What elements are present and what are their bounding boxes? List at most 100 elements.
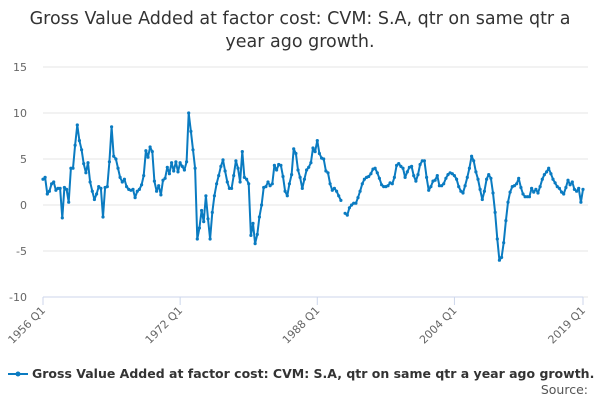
data-point [326, 171, 330, 175]
data-point [230, 186, 234, 190]
data-point [193, 166, 197, 170]
data-point [170, 161, 174, 165]
data-point [270, 182, 274, 186]
data-point [110, 125, 114, 129]
data-point [508, 190, 512, 194]
data-point [414, 179, 418, 183]
data-point [47, 189, 52, 193]
data-point [474, 170, 478, 174]
data-point [425, 175, 429, 179]
data-point [337, 194, 341, 198]
data-point [155, 189, 159, 193]
data-point [482, 189, 486, 193]
data-point [88, 180, 92, 184]
data-point [296, 168, 300, 172]
data-point [99, 186, 103, 190]
data-point [410, 164, 414, 168]
data-point [210, 210, 214, 214]
data-point [343, 211, 347, 215]
data-point [189, 129, 193, 133]
data-point [62, 185, 66, 190]
data-point [328, 182, 332, 186]
data-point [279, 163, 283, 167]
data-point [373, 166, 377, 170]
data-point [467, 166, 471, 170]
data-point [122, 177, 126, 181]
data-point [307, 165, 311, 169]
y-tick-label: -5 [16, 245, 27, 258]
data-point [232, 174, 236, 178]
data-point [125, 185, 129, 189]
data-point [112, 154, 116, 158]
data-point [360, 182, 364, 186]
data-point [521, 192, 525, 196]
data-point [504, 219, 508, 223]
y-tick-label: 10 [13, 107, 27, 120]
data-point [268, 184, 272, 188]
data-point [390, 182, 394, 186]
data-point [191, 148, 195, 152]
data-point [251, 221, 255, 225]
data-point [437, 184, 441, 188]
data-point [545, 170, 549, 174]
data-point [157, 184, 161, 188]
data-point [305, 168, 309, 172]
data-point [579, 200, 583, 204]
data-point [472, 159, 476, 163]
data-point [185, 160, 189, 164]
data-point [146, 155, 150, 159]
data-point [272, 163, 276, 167]
x-tick-label: 2019 Q1 [546, 304, 589, 347]
data-point [497, 258, 501, 262]
data-point [137, 187, 141, 191]
data-point [182, 168, 186, 172]
data-point [422, 159, 426, 163]
data-point [152, 179, 156, 183]
x-tick-label: 2004 Q1 [417, 304, 460, 347]
data-point [116, 166, 120, 170]
data-point [118, 175, 122, 179]
data-point [555, 185, 559, 189]
data-point [238, 180, 242, 184]
y-tick-label: 5 [20, 153, 27, 166]
data-point [572, 187, 577, 191]
data-point [551, 177, 555, 181]
x-tick-label: 1988 Q1 [280, 304, 323, 347]
data-point [527, 195, 532, 199]
data-point [433, 178, 437, 182]
data-point [500, 255, 504, 259]
x-tick-label: 1956 Q1 [6, 304, 49, 347]
data-point [178, 161, 182, 165]
data-point [92, 197, 96, 202]
data-point [219, 164, 223, 168]
data-point [255, 232, 259, 236]
data-point [260, 203, 264, 207]
data-point [493, 210, 497, 214]
data-point [335, 189, 339, 193]
data-point [298, 175, 302, 179]
data-point [435, 174, 439, 178]
data-point [446, 173, 450, 177]
data-point [491, 191, 495, 195]
data-point [429, 185, 433, 189]
data-point [562, 192, 566, 196]
data-point [440, 184, 444, 188]
data-point [135, 189, 139, 193]
data-point [215, 182, 219, 186]
data-point [120, 180, 124, 184]
data-point [195, 237, 199, 241]
data-point [77, 139, 81, 143]
data-point [470, 154, 474, 158]
data-point [71, 166, 75, 170]
data-point [568, 183, 572, 187]
legend[interactable]: Gross Value Added at factor cost: CVM: S… [8, 366, 594, 381]
data-point [187, 111, 191, 115]
data-point [86, 161, 90, 165]
data-point [367, 174, 371, 179]
data-point [515, 182, 519, 186]
data-point [375, 171, 379, 175]
data-point [332, 186, 336, 190]
data-point [159, 193, 163, 197]
data-point [405, 170, 409, 174]
